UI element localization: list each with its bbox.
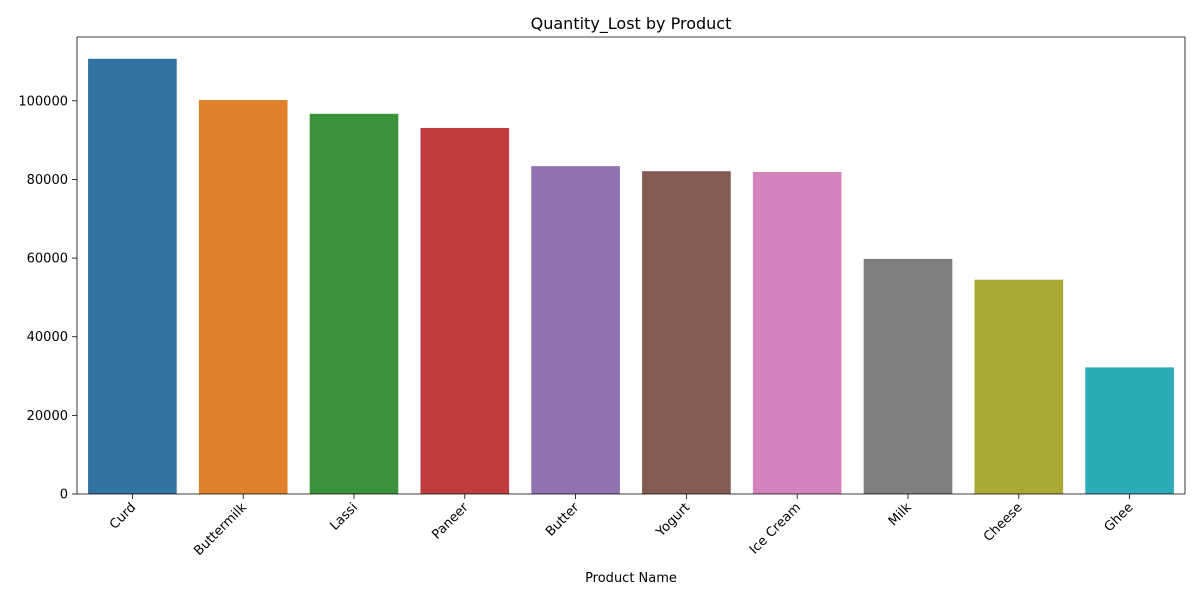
x-tick-label: Ghee (1102, 500, 1137, 535)
x-tick-label: Curd (107, 500, 139, 532)
bar-cheese (974, 279, 1064, 494)
y-tick-label: 60000 (27, 252, 68, 267)
x-tick-label: Cheese (981, 500, 1026, 545)
y-axis-ticks: 0 20000 40000 60000 80000 100000 (18, 94, 77, 503)
bar-ice-cream (752, 171, 842, 495)
y-tick-label: 40000 (27, 330, 68, 345)
x-tick-label: Paneer (429, 500, 472, 543)
bar-lassi (309, 113, 399, 494)
bar-paneer (420, 127, 510, 495)
axes-layer (76, 36, 1186, 495)
chart-title: Quantity_Lost by Product (531, 14, 732, 34)
bar-buttermilk (198, 100, 288, 494)
bar-butter (531, 166, 620, 494)
y-tick-label: 80000 (27, 173, 68, 188)
y-tick-label: 0 (60, 488, 68, 503)
x-tick-label: Butter (543, 500, 583, 540)
bars-layer (88, 58, 1174, 495)
x-tick-label: Milk (886, 500, 915, 529)
bar-ghee (1085, 367, 1174, 494)
y-tick-label: 100000 (18, 94, 68, 109)
x-tick-label: Lassi (327, 500, 360, 533)
bar-yogurt (642, 171, 731, 494)
bar-curd (88, 58, 177, 494)
x-axis-label: Product Name (585, 571, 677, 586)
x-axis-ticks: Curd Buttermilk Lassi Paneer Butter Yogurt Ice… (107, 494, 1137, 559)
x-tick-label: Buttermilk (191, 500, 250, 559)
x-tick-label: Yogurt (653, 500, 693, 540)
y-tick-label: 20000 (27, 409, 68, 424)
x-tick-label: Ice Cream (747, 500, 804, 557)
bar-milk (863, 258, 953, 494)
